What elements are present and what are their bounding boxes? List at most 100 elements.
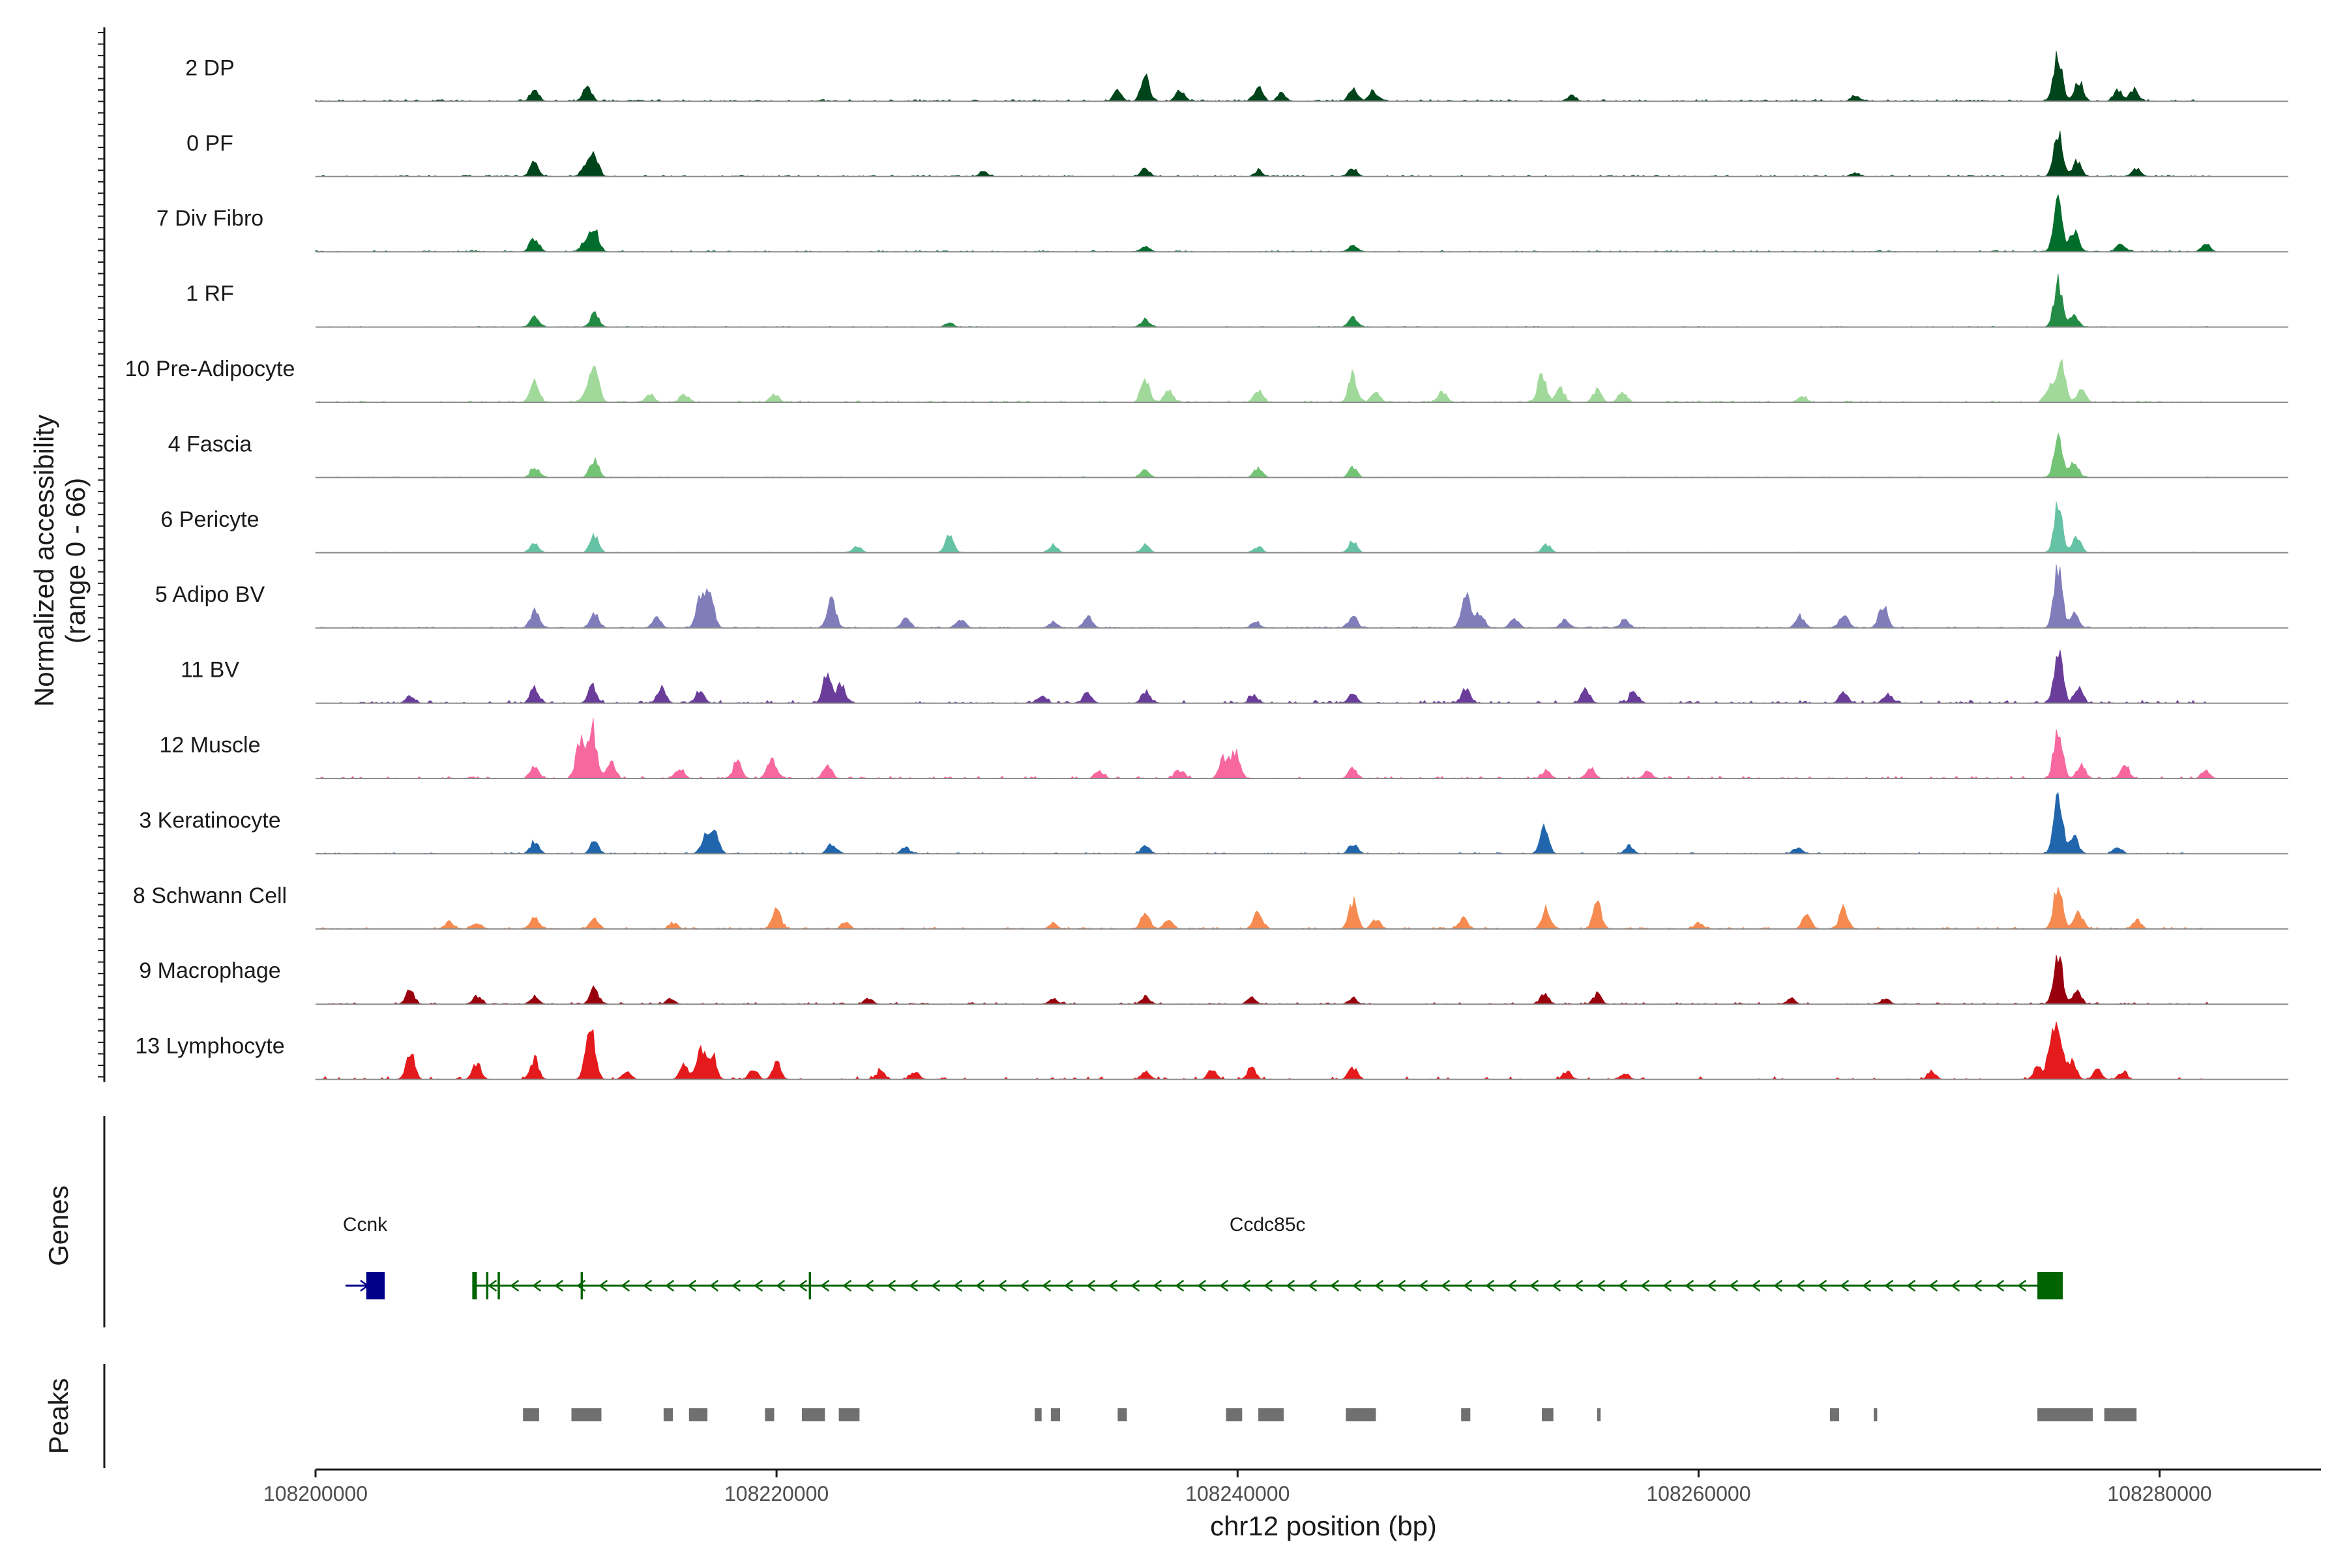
track-5: 10 Pre-Adipocyte (125, 357, 2288, 403)
strand-chevron (554, 1279, 564, 1292)
peak-region (1461, 1408, 1471, 1421)
peak-region (523, 1408, 539, 1421)
coverage-area (315, 954, 2218, 1005)
track-label: 7 Div Fibro (156, 206, 263, 231)
strand-chevron (798, 1279, 808, 1292)
coverage-area (315, 791, 2217, 854)
peak-region (1226, 1408, 1243, 1421)
x-tick-label: 108240000 (1185, 1482, 1290, 1505)
strand-chevron (1419, 1279, 1428, 1292)
track-8: 5 Adipo BV (155, 564, 2288, 629)
strand-chevron (1840, 1279, 1850, 1292)
strand-chevron (820, 1279, 830, 1292)
coverage-area (316, 273, 2217, 327)
strand-chevron (643, 1279, 653, 1292)
genes-panel-title: Genes (43, 1185, 74, 1266)
strand-chevron (1219, 1279, 1229, 1292)
strand-chevron (1020, 1279, 1029, 1292)
strand-chevron (1795, 1279, 1805, 1292)
strand-chevron (1175, 1279, 1185, 1292)
track-label: 10 Pre-Adipocyte (125, 357, 295, 381)
strand-chevron (1086, 1279, 1096, 1292)
track-label: 9 Macrophage (139, 958, 280, 983)
strand-chevron (1862, 1279, 1872, 1292)
track-label: 3 Keratinocyte (139, 808, 280, 833)
track-label: 2 DP (185, 55, 235, 80)
strand-chevron (1773, 1279, 1783, 1292)
x-axis-title: chr12 position (bp) (1210, 1511, 1437, 1541)
strand-chevron (1241, 1279, 1251, 1292)
track-label: 8 Schwann Cell (133, 883, 287, 908)
coverage-area (315, 887, 2217, 930)
strand-chevron (1729, 1279, 1739, 1292)
strand-chevron (1662, 1279, 1672, 1292)
strand-chevron (1507, 1279, 1517, 1292)
strand-chevron (1529, 1279, 1539, 1292)
gene-label: Ccnk (343, 1214, 388, 1235)
exon (497, 1272, 500, 1299)
strand-chevron (1995, 1279, 2005, 1292)
x-axis: 108200000 108220000 108240000 108260000 1082… (263, 1468, 2321, 1505)
strand-chevron (621, 1279, 630, 1292)
strand-chevron (975, 1279, 985, 1292)
strand-chevron (909, 1279, 919, 1292)
track-9: 11 BV (181, 649, 2288, 704)
strand-chevron (1153, 1279, 1162, 1292)
track-label: 4 Fascia (168, 432, 252, 456)
peak-region (2037, 1408, 2093, 1421)
strand-chevron (1751, 1279, 1761, 1292)
track-label: 12 Muscle (160, 733, 261, 758)
peak-region (838, 1408, 860, 1421)
peak-region (1346, 1408, 1376, 1421)
strand-chevron (887, 1279, 896, 1292)
strand-chevron (776, 1279, 786, 1292)
strand-chevron (1330, 1279, 1340, 1292)
strand-chevron (687, 1279, 697, 1292)
strand-chevron (731, 1279, 741, 1292)
peaks-panel-title: Peaks (43, 1378, 74, 1455)
strand-chevron (1130, 1279, 1140, 1292)
peak-region (1035, 1408, 1042, 1421)
peaks-panel (103, 1364, 2137, 1468)
strand-chevron (953, 1279, 963, 1292)
y-axis-range-note: (range 0 - 66) (60, 478, 91, 643)
peak-region (688, 1408, 708, 1421)
peak-region (571, 1408, 602, 1421)
strand-chevron (665, 1279, 675, 1292)
track-10: 12 Muscle (160, 717, 2288, 779)
exon (486, 1272, 489, 1299)
track-4: 1 RF (186, 273, 2288, 328)
track-1: 2 DP (185, 50, 2288, 102)
peak-region (663, 1408, 673, 1421)
strand-chevron (864, 1279, 874, 1292)
track-label: 11 BV (181, 658, 239, 683)
track-label: 0 PF (186, 131, 233, 156)
y-axis-title: Normalized accessibility (29, 415, 59, 707)
strand-chevron (532, 1279, 542, 1292)
gene-ccnk: Ccnk (343, 1214, 388, 1299)
track-label: 6 Pericyte (160, 507, 259, 532)
strand-chevron (2017, 1279, 2027, 1292)
strand-chevron (997, 1279, 1007, 1292)
strand-chevron (1640, 1279, 1650, 1292)
track-6: 4 Fascia (168, 432, 2288, 479)
strand-chevron (842, 1279, 852, 1292)
peak-region (1874, 1408, 1878, 1421)
track-12: 8 Schwann Cell (133, 883, 2288, 930)
strand-chevron (488, 1279, 497, 1292)
exon (808, 1272, 812, 1299)
strand-chevron (1596, 1279, 1606, 1292)
exon (580, 1272, 583, 1299)
coverage-tracks: 2 DP 0 PF 7 Div Fibro 1 RF 10 Pre-Adipocyte 4… (125, 50, 2288, 1080)
track-2: 0 PF (186, 130, 2288, 177)
peak-region (1542, 1408, 1554, 1421)
coverage-area (315, 50, 2217, 102)
strand-chevron (1374, 1279, 1384, 1292)
peak-region (1117, 1408, 1127, 1421)
strand-chevron (1818, 1279, 1827, 1292)
strand-chevron (1396, 1279, 1406, 1292)
strand-chevron (1485, 1279, 1495, 1292)
strand-chevron (1352, 1279, 1362, 1292)
peak-region (1829, 1408, 1839, 1421)
exon (472, 1272, 477, 1299)
